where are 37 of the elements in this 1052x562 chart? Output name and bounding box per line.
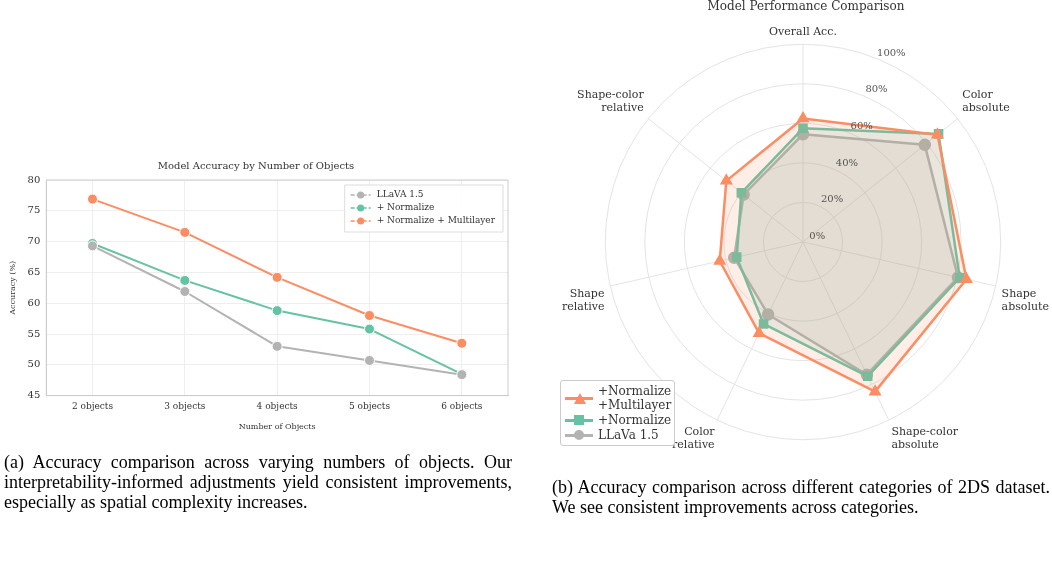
- y-tick-label: 60: [27, 296, 41, 308]
- spoke-label: Shape relative: [561, 286, 605, 313]
- x-tick-label: 6 objects: [441, 401, 483, 412]
- y-tick-label: 100%: [877, 46, 906, 58]
- legend-label: +Normalize: [598, 413, 672, 427]
- y-tick-label: 80%: [865, 83, 888, 95]
- legend-label: +Normalize +Multilayer: [598, 384, 672, 412]
- y-tick-label: 55: [27, 327, 41, 339]
- legend-label: + Normalize: [376, 202, 435, 213]
- y-tick-label: 75: [27, 204, 41, 216]
- spoke-label: Color absolute: [962, 88, 1010, 115]
- spoke-label: Shape absolute: [1001, 286, 1050, 313]
- spoke-label: Color relative: [672, 424, 716, 452]
- y-axis-title: Accuracy (%): [7, 260, 17, 316]
- chart-title: Model Performance Comparison: [707, 0, 905, 14]
- y-tick-label: 40%: [835, 156, 858, 168]
- spoke-label: Overall Acc.: [769, 24, 837, 38]
- y-tick-label: 45: [27, 389, 41, 401]
- spoke-label: Shape-color relative: [577, 88, 645, 115]
- x-tick-label: 3 objects: [164, 401, 206, 412]
- chart-title: Model Accuracy by Number of Objects: [157, 159, 355, 171]
- text: (a) Accuracy comparison across varying numbers of objects. Our interpretability-informed adjustments yield consistent improvements, especially as spatial complexity increases.: [4, 452, 512, 512]
- text: (b) Accuracy comparison across different categories of 2DS dataset. We see consistent improvements across categories.: [552, 477, 1050, 517]
- y-tick-label: 65: [27, 265, 41, 277]
- y-tick-label: 70: [27, 235, 41, 247]
- x-tick-label: 2 objects: [71, 401, 114, 412]
- legend-label: LLaVA 1.5: [376, 189, 424, 200]
- y-tick-label: 0%: [809, 230, 826, 242]
- y-tick-label: 80: [27, 173, 41, 185]
- legend-label: + Normalize + Multilayer: [376, 215, 496, 226]
- spoke-label: Shape-color absolute: [891, 424, 959, 452]
- x-tick-label: 5 objects: [348, 401, 391, 412]
- y-tick-label: 50: [27, 358, 41, 370]
- y-tick-label: 20%: [820, 193, 844, 205]
- legend-label: LLaVa 1.5: [598, 428, 659, 442]
- x-tick-label: 4 objects: [256, 401, 299, 412]
- x-axis-title: Number of Objects: [238, 422, 316, 432]
